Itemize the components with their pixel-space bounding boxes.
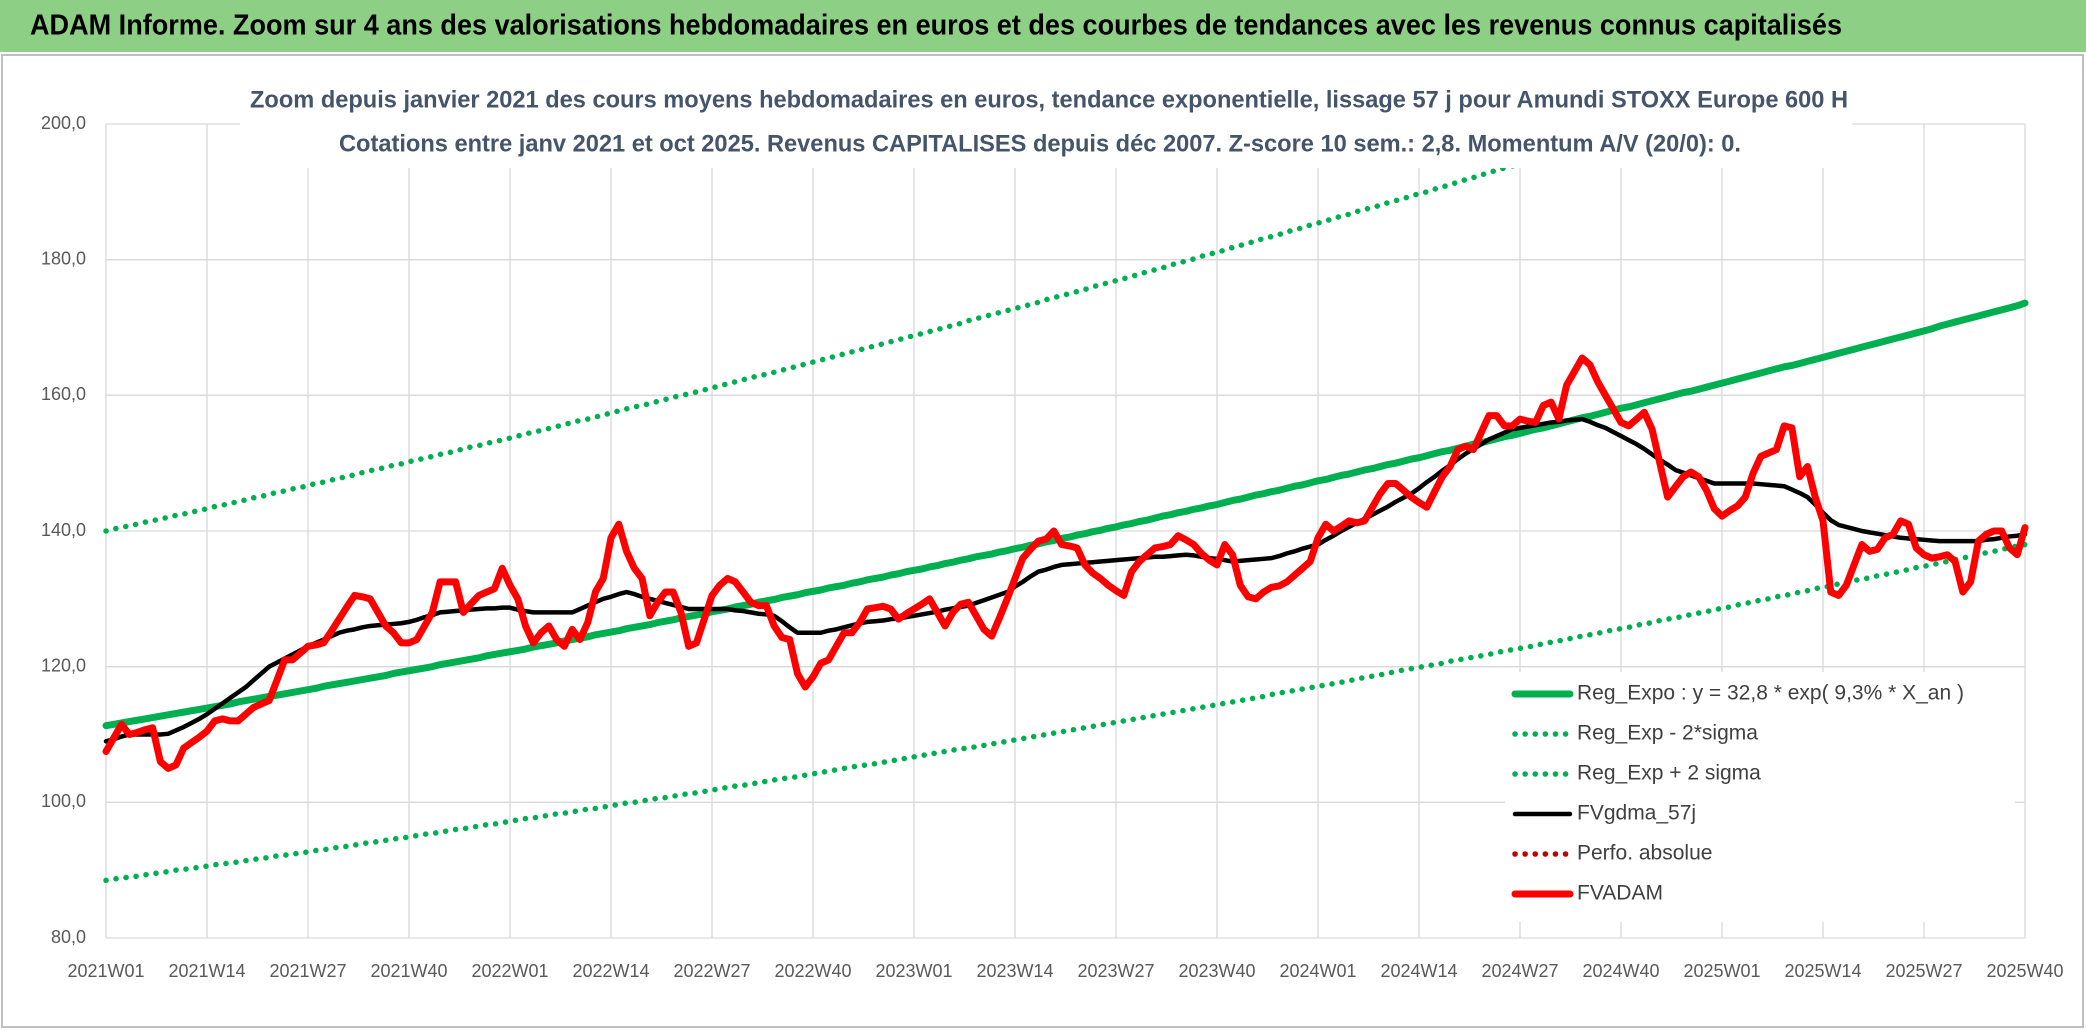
y-tick-label: 80,0 [51, 927, 86, 947]
x-tick-label: 2025W14 [1784, 961, 1861, 981]
x-tick-label: 2021W01 [67, 961, 144, 981]
series-line [103, 541, 2028, 884]
plot-lines [102, 124, 2029, 884]
x-tick-label: 2025W01 [1683, 961, 1760, 981]
x-tick-label: 2023W27 [1077, 961, 1154, 981]
x-tick-label: 2023W14 [976, 961, 1053, 981]
legend: Reg_Expo : y = 32,8 * exp( 9,3% * X_an )… [1505, 672, 2015, 922]
header-bar [0, 0, 2086, 52]
subtitle-box [240, 80, 1852, 168]
legend-label: Reg_Exp + 2 sigma [1577, 762, 1761, 785]
x-tick-label: 2022W14 [572, 961, 649, 981]
series-line [102, 354, 2029, 772]
y-tick-label: 180,0 [41, 248, 86, 268]
legend-box [1505, 672, 2015, 922]
x-tick-label: 2023W40 [1178, 961, 1255, 981]
chart-title: ADAM Informe. Zoom sur 4 ans des valoris… [30, 10, 1842, 42]
y-tick-label: 200,0 [41, 113, 86, 133]
legend-label: Reg_Expo : y = 32,8 * exp( 9,3% * X_an ) [1577, 682, 1964, 705]
y-tick-label: 160,0 [41, 384, 86, 404]
x-tick-label: 2024W27 [1481, 961, 1558, 981]
x-tick-label: 2021W14 [168, 961, 245, 981]
x-tick-label: 2021W40 [370, 961, 447, 981]
legend-label: Reg_Exp - 2*sigma [1577, 722, 1758, 745]
series-line [102, 299, 2029, 730]
x-tick-label: 2022W01 [471, 961, 548, 981]
y-tick-label: 140,0 [41, 520, 86, 540]
y-tick-label: 120,0 [41, 655, 86, 675]
series-line [103, 124, 1657, 534]
x-tick-label: 2023W01 [875, 961, 952, 981]
legend-label: Perfo. absolue [1577, 842, 1712, 865]
x-tick-label: 2025W40 [1986, 961, 2063, 981]
x-tick-label: 2024W14 [1380, 961, 1457, 981]
x-tick-label: 2022W27 [673, 961, 750, 981]
subtitle: Cotations entre janv 2021 et oct 2025. R… [339, 130, 1741, 157]
x-tick-label: 2021W27 [269, 961, 346, 981]
x-tick-label: 2024W01 [1279, 961, 1356, 981]
y-tick-label: 100,0 [41, 791, 86, 811]
legend-label: FVADAM [1577, 882, 1663, 905]
x-tick-label: 2022W40 [774, 961, 851, 981]
subtitle: Zoom depuis janvier 2021 des cours moyen… [250, 86, 1848, 113]
legend-label: FVgdma_57j [1577, 802, 1696, 825]
x-tick-label: 2024W40 [1582, 961, 1659, 981]
x-tick-label: 2025W27 [1885, 961, 1962, 981]
